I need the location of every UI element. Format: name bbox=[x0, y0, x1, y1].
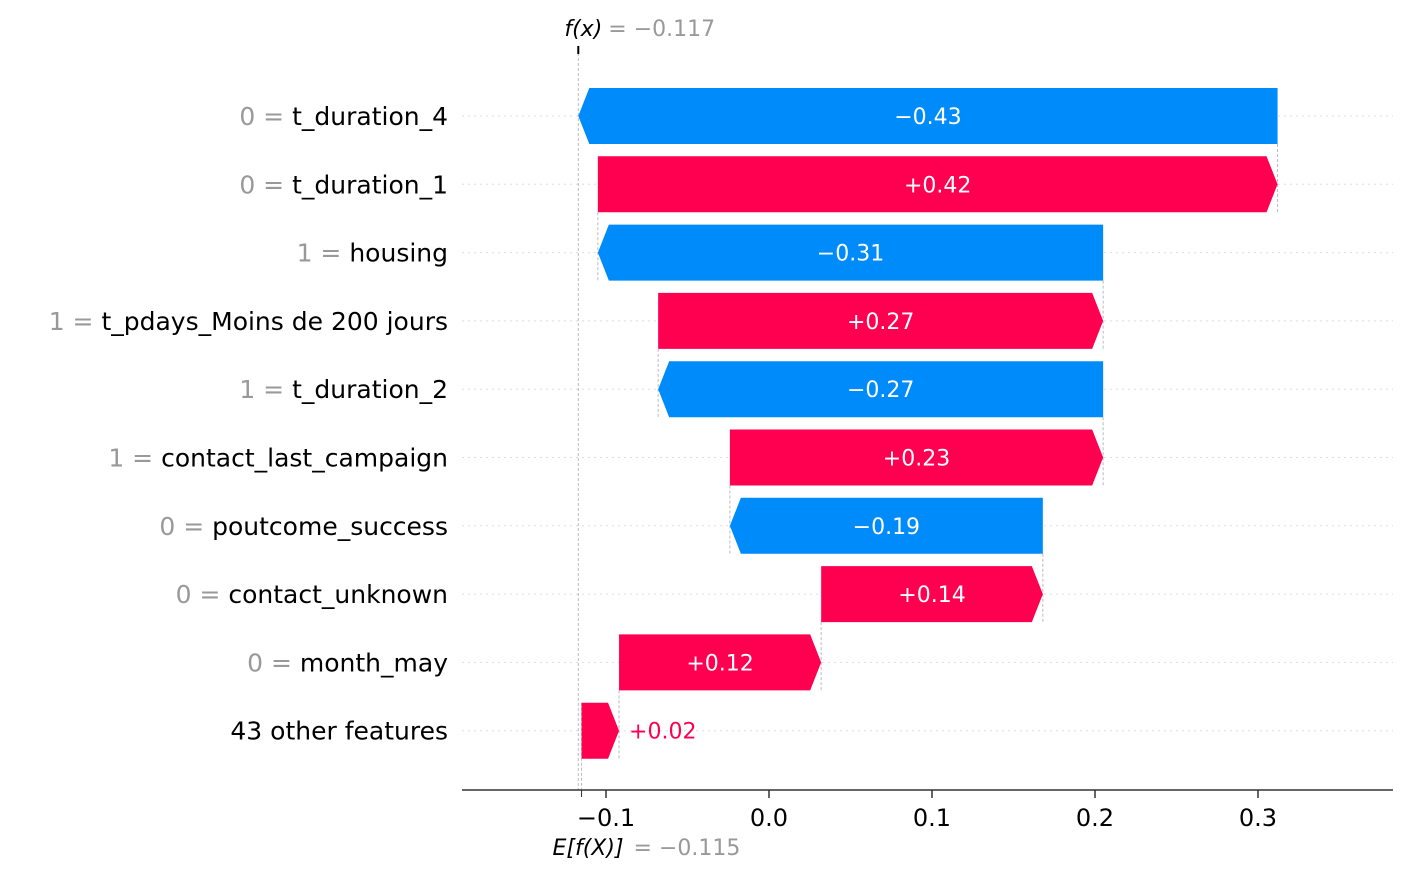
feature-value: 0 = bbox=[159, 512, 212, 541]
feature-value: 0 = bbox=[247, 648, 300, 677]
bar-negative bbox=[578, 88, 1278, 144]
feature-label: 43 other features bbox=[230, 717, 448, 746]
feature-name: t_duration_1 bbox=[292, 170, 448, 199]
x-axis: −0.1 0.0 0.1 0.2 0.3 bbox=[462, 789, 1393, 832]
feature-name: 43 other features bbox=[230, 717, 448, 746]
bar-value-label: +0.42 bbox=[904, 173, 971, 198]
bar-guide-lines bbox=[577, 46, 1279, 790]
bar-value-label: −0.43 bbox=[894, 105, 961, 130]
bar-negative bbox=[729, 497, 1043, 554]
feature-label: 0 = contact_unknown bbox=[176, 580, 448, 609]
ex-value: = −0.115 bbox=[634, 836, 741, 861]
bar-value-label: +0.12 bbox=[686, 651, 753, 676]
feature-name: t_duration_4 bbox=[292, 102, 448, 131]
fx-value: = −0.117 bbox=[608, 17, 715, 42]
x-tick-label: 0.2 bbox=[1076, 804, 1114, 832]
x-tick-label: 0.1 bbox=[913, 804, 951, 832]
feature-value: 1 = bbox=[49, 307, 102, 336]
bar-value-label: −0.27 bbox=[847, 378, 914, 403]
feature-value: 0 = bbox=[176, 580, 229, 609]
bar-positive bbox=[581, 702, 620, 759]
bar-negative bbox=[597, 224, 1104, 281]
x-tick-label: −0.1 bbox=[577, 804, 635, 832]
feature-label: 0 = month_may bbox=[247, 648, 448, 677]
feature-value: 0 = bbox=[239, 102, 292, 131]
feature-label: 1 = housing bbox=[297, 239, 448, 268]
bar-positive bbox=[619, 634, 822, 691]
bar-positive bbox=[821, 566, 1043, 623]
feature-name: poutcome_success bbox=[212, 512, 448, 541]
bar-positive bbox=[729, 429, 1104, 486]
x-tick-label: 0.0 bbox=[750, 804, 788, 832]
feature-label: 1 = t_duration_2 bbox=[239, 375, 448, 404]
bar-value-label: −0.31 bbox=[817, 242, 884, 267]
feature-label: 1 = t_pdays_Moins de 200 jours bbox=[49, 307, 448, 336]
bar-positive bbox=[597, 156, 1278, 213]
feature-name: t_pdays_Moins de 200 jours bbox=[101, 307, 448, 336]
feature-value: 1 = bbox=[239, 375, 292, 404]
feature-value: 1 = bbox=[297, 239, 350, 268]
feature-name: contact_unknown bbox=[228, 580, 448, 609]
feature-labels: 0 = t_duration_40 = t_duration_11 = hous… bbox=[49, 102, 449, 746]
bar-value-label: +0.02 bbox=[629, 720, 696, 745]
expected-value-annotation: E[f(X)] = −0.115 bbox=[552, 836, 740, 861]
feature-label: 0 = t_duration_4 bbox=[239, 102, 448, 131]
feature-label: 0 = t_duration_1 bbox=[239, 170, 448, 199]
bar-negative bbox=[658, 361, 1104, 418]
fx-label: f(x) bbox=[564, 17, 602, 42]
bar-value-label: +0.23 bbox=[883, 447, 950, 472]
feature-value: 0 = bbox=[239, 170, 292, 199]
feature-name: t_duration_2 bbox=[292, 375, 448, 404]
bars: −0.43 +0.42 −0.31 +0.27 −0.27 +0.23 −0.19 +0.14… bbox=[578, 88, 1278, 759]
feature-name: contact_last_campaign bbox=[161, 444, 448, 473]
bar-value-label: +0.14 bbox=[898, 583, 965, 608]
feature-label: 0 = poutcome_success bbox=[159, 512, 448, 541]
ex-label: E[f(X)] bbox=[552, 836, 623, 861]
fx-annotation: f(x) = −0.117 bbox=[564, 17, 715, 42]
feature-value: 1 = bbox=[108, 444, 161, 473]
bar-value-label: −0.19 bbox=[853, 515, 920, 540]
feature-name: month_may bbox=[300, 648, 448, 677]
x-tick-label: 0.3 bbox=[1239, 804, 1277, 832]
feature-label: 1 = contact_last_campaign bbox=[108, 444, 448, 473]
feature-name: housing bbox=[349, 239, 448, 268]
bar-positive bbox=[658, 292, 1104, 349]
bar-value-label: +0.27 bbox=[847, 310, 914, 335]
